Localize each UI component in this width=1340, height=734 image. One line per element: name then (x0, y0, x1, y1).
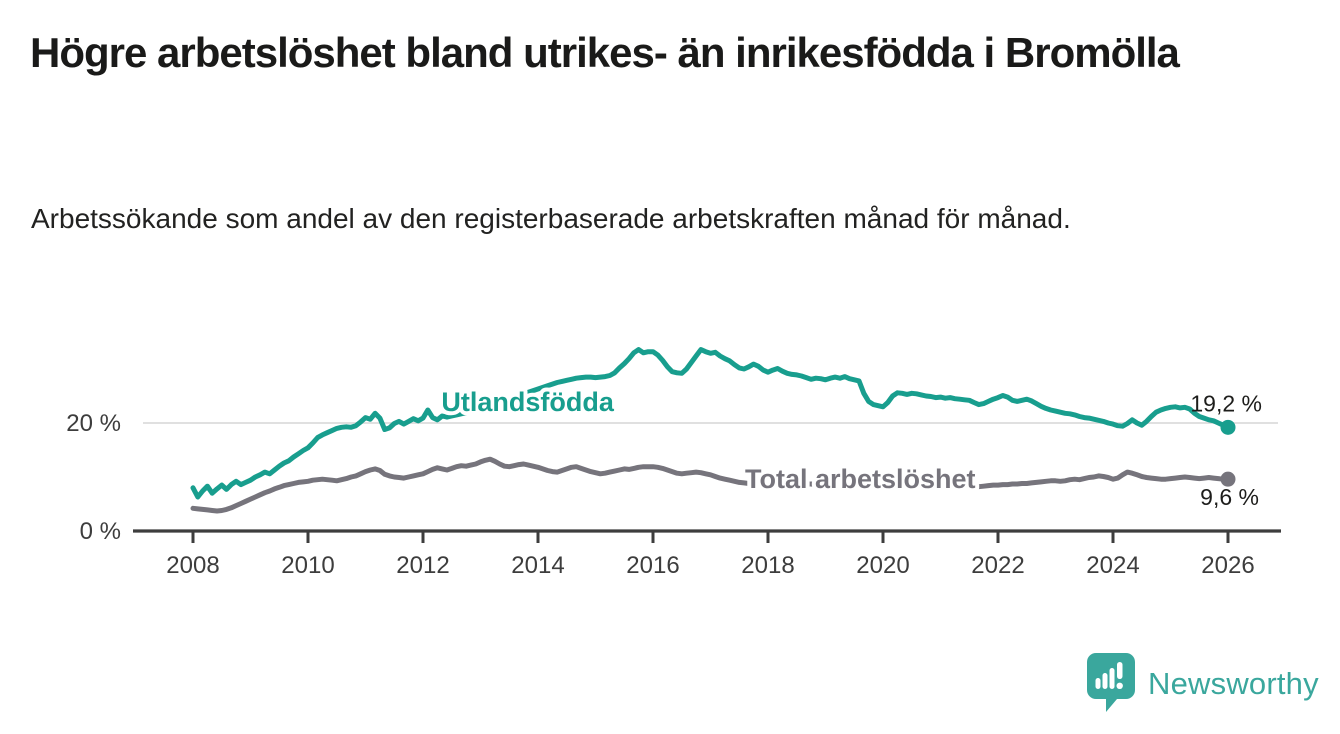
x-tick-label-2018: 2018 (741, 552, 794, 579)
series-end-label-1: 9,6 % (1200, 484, 1259, 510)
series-end-dot-1 (1220, 471, 1236, 487)
x-tick-label-2026: 2026 (1201, 552, 1254, 579)
newsworthy-logo-icon (1087, 653, 1135, 712)
series-line-1 (190, 456, 1231, 514)
y-axis-label-0: 0 % (80, 518, 121, 545)
x-tick-label-2022: 2022 (971, 552, 1024, 579)
newsworthy-brand-text: Newsworthy (1148, 666, 1319, 701)
x-tick-label-2010: 2010 (281, 552, 334, 579)
logo-bar-chart-glyph (1095, 662, 1123, 689)
page-title: Högre arbetslöshet bland utrikes- än inr… (30, 29, 1180, 76)
series-end-dot-0 (1220, 419, 1236, 435)
x-tick-label-2016: 2016 (626, 552, 679, 579)
series-end-label-0: 19,2 % (1190, 390, 1262, 416)
x-tick-label-2008: 2008 (166, 552, 219, 579)
chart-subtitle: Arbetssökande som andel av den registerb… (31, 203, 1071, 234)
x-tick-label-2024: 2024 (1086, 552, 1139, 579)
x-tick-label-2014: 2014 (511, 552, 564, 579)
series-line-0 (190, 347, 1231, 500)
x-tick-label-2012: 2012 (396, 552, 449, 579)
y-axis-label-20: 20 % (66, 410, 121, 437)
series-label-1: Total arbetslöshet (745, 464, 976, 494)
x-tick-label-2020: 2020 (856, 552, 909, 579)
series-label-0: Utlandsfödda (441, 387, 614, 417)
